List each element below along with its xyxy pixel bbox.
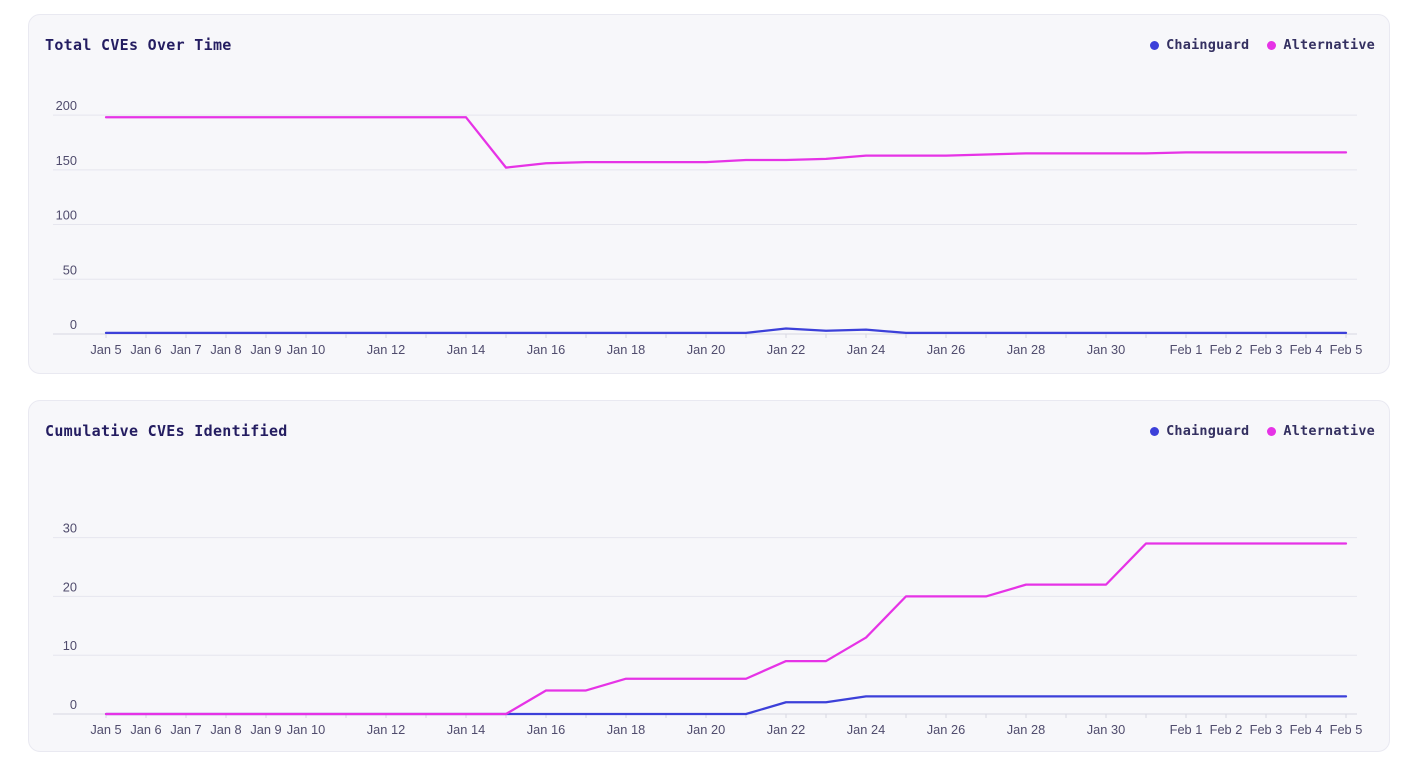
x-tick-label: Jan 20 (687, 342, 725, 357)
gridlines (53, 537, 1357, 715)
legend-dot-chainguard-icon (1150, 40, 1160, 50)
x-tick-label: Jan 24 (847, 722, 885, 737)
x-tick-label: Jan 7 (170, 342, 201, 357)
y-tick-label: 30 (63, 521, 77, 536)
x-tick-label: Feb 4 (1290, 722, 1323, 737)
y-tick-label: 10 (63, 638, 77, 653)
legend-dot-chainguard-icon (1150, 426, 1160, 436)
line-chart-cumulative-cves: 0 10 20 30 Jan 5 Jan 6 Jan 7 Jan 8 Jan 9 Jan 10 Ja… (53, 521, 1363, 737)
x-tick-label: Jan 30 (1087, 722, 1125, 737)
x-tick-label: Jan 22 (767, 722, 805, 737)
x-tick-label: Feb 2 (1210, 342, 1243, 357)
chart-card-cumulative-cves-identified: Cumulative CVEs Identified Chainguard Al… (28, 400, 1390, 752)
x-tick-label: Jan 7 (170, 722, 201, 737)
x-tick-label: Jan 10 (287, 342, 325, 357)
legend-label: Chainguard (1166, 37, 1250, 53)
x-tick-label: Jan 8 (210, 722, 241, 737)
x-tick-label: Jan 14 (447, 342, 485, 357)
x-tick-label: Jan 12 (367, 342, 405, 357)
legend-label: Alternative (1283, 37, 1375, 53)
legend: Chainguard Alternative (1150, 423, 1375, 439)
x-tick-label: Jan 28 (1007, 722, 1045, 737)
series-line-alternative (104, 116, 1348, 169)
legend-item-alternative: Alternative (1267, 37, 1375, 53)
y-tick-label: 0 (70, 317, 77, 332)
x-tick-label: Jan 9 (250, 722, 281, 737)
x-tick-label: Feb 2 (1210, 722, 1243, 737)
x-tick-label: Jan 5 (90, 722, 121, 737)
chart-card-total-cves-over-time: Total CVEs Over Time Chainguard Alternat… (28, 14, 1390, 374)
x-tick-label: Feb 3 (1250, 342, 1283, 357)
x-tick-label: Jan 30 (1087, 342, 1125, 357)
x-tick-label: Jan 14 (447, 722, 485, 737)
x-tick-label: Jan 18 (607, 342, 645, 357)
series-line-alternative (104, 542, 1348, 716)
legend-dot-alternative-icon (1267, 40, 1277, 50)
chart-title: Total CVEs Over Time (45, 36, 232, 54)
legend-label: Alternative (1283, 423, 1375, 439)
x-tick-label: Jan 26 (927, 722, 965, 737)
legend-item-alternative: Alternative (1267, 423, 1375, 439)
x-tick-label: Jan 22 (767, 342, 805, 357)
axis-labels: 0 50 100 150 200 Jan 5 Jan 6 Jan 7 Jan 8 Jan 9 Jan… (56, 98, 1363, 357)
x-axis (105, 714, 1347, 718)
y-tick-label: 200 (56, 98, 77, 113)
legend-dot-alternative-icon (1267, 426, 1277, 436)
x-tick-label: Jan 28 (1007, 342, 1045, 357)
x-tick-label: Jan 16 (527, 342, 565, 357)
x-tick-label: Jan 26 (927, 342, 965, 357)
x-tick-label: Jan 16 (527, 722, 565, 737)
x-tick-label: Jan 12 (367, 722, 405, 737)
x-tick-label: Feb 5 (1330, 342, 1363, 357)
x-tick-label: Jan 20 (687, 722, 725, 737)
legend: Chainguard Alternative (1150, 37, 1375, 53)
legend-item-chainguard: Chainguard (1150, 423, 1249, 439)
x-tick-label: Feb 3 (1250, 722, 1283, 737)
x-tick-label: Feb 1 (1170, 342, 1203, 357)
x-tick-label: Feb 5 (1330, 722, 1363, 737)
y-tick-label: 0 (70, 697, 77, 712)
x-tick-label: Jan 24 (847, 342, 885, 357)
series-line-chainguard (104, 327, 1348, 335)
series-line-chainguard (104, 695, 1348, 716)
x-tick-label: Feb 1 (1170, 722, 1203, 737)
y-tick-label: 150 (56, 153, 77, 168)
x-tick-label: Jan 6 (130, 342, 161, 357)
x-tick-label: Jan 9 (250, 342, 281, 357)
x-tick-label: Jan 5 (90, 342, 121, 357)
x-axis (105, 334, 1347, 338)
x-tick-label: Jan 18 (607, 722, 645, 737)
x-tick-label: Jan 8 (210, 342, 241, 357)
y-tick-label: 20 (63, 579, 77, 594)
x-tick-label: Jan 6 (130, 722, 161, 737)
legend-label: Chainguard (1166, 423, 1250, 439)
axis-labels: 0 10 20 30 Jan 5 Jan 6 Jan 7 Jan 8 Jan 9 Jan 10 Ja… (63, 521, 1363, 737)
x-tick-label: Jan 10 (287, 722, 325, 737)
x-tick-label: Feb 4 (1290, 342, 1323, 357)
y-tick-label: 100 (56, 208, 77, 223)
y-tick-label: 50 (63, 262, 77, 277)
line-chart-total-cves: 0 50 100 150 200 Jan 5 Jan 6 Jan 7 Jan 8 Jan 9 Jan… (53, 98, 1363, 357)
gridlines (53, 114, 1357, 335)
chart-title: Cumulative CVEs Identified (45, 422, 288, 440)
legend-item-chainguard: Chainguard (1150, 37, 1249, 53)
